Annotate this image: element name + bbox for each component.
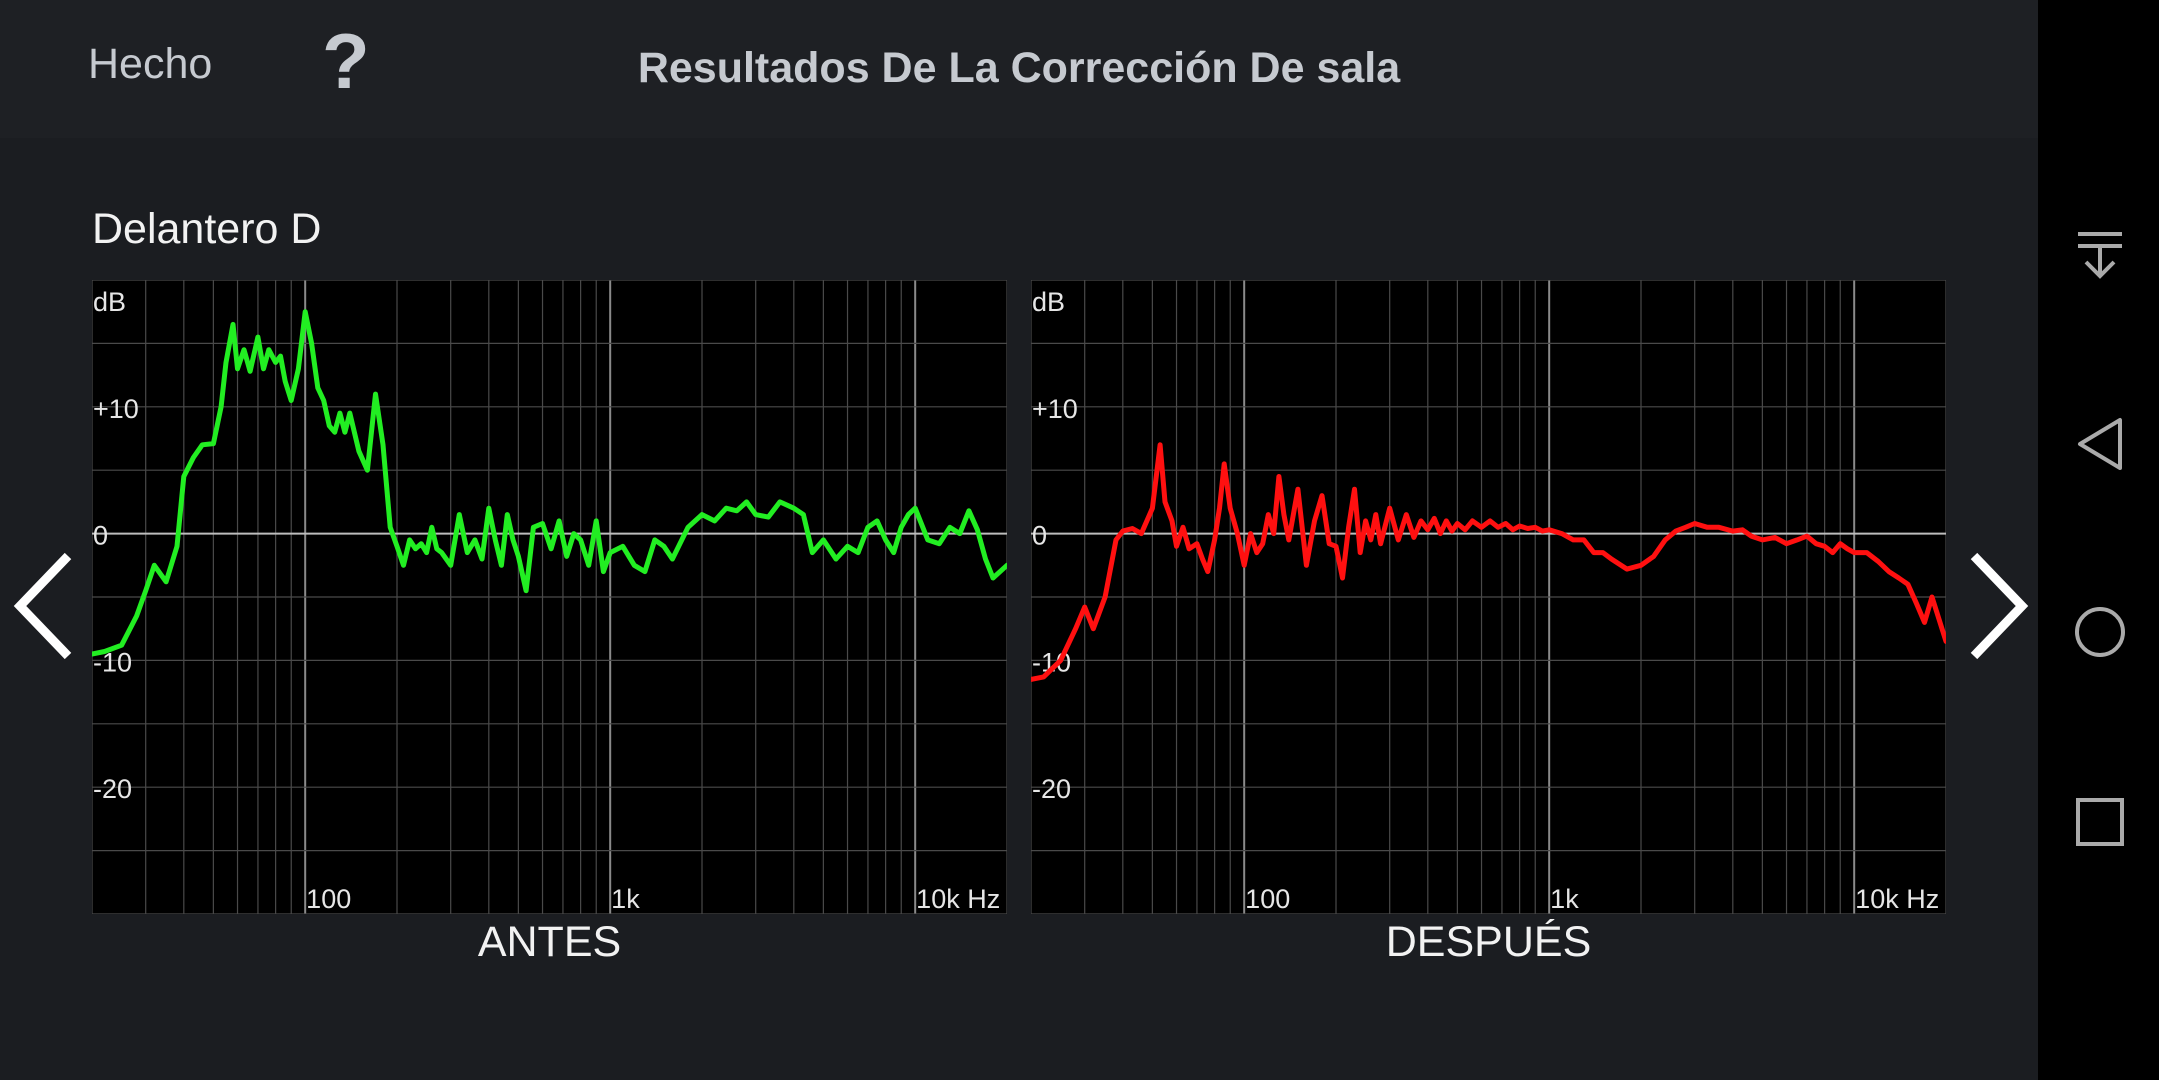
before-x-tick-label: 10k Hz xyxy=(916,884,1000,914)
before-graph-label: ANTES xyxy=(477,918,622,966)
after-y-tick-label: +10 xyxy=(1032,394,1078,424)
after-y-unit-label: dB xyxy=(1032,287,1065,317)
top-bar: Hecho ? Resultados De La Corrección De s… xyxy=(0,0,2038,138)
after-graph: +10 0 -10 -20 dB 100 1k 10k Hz xyxy=(1031,280,1946,914)
before-y-unit-label: dB xyxy=(93,287,126,317)
page-title: Resultados De La Corrección De sala xyxy=(637,44,1401,92)
next-speaker-arrow-icon[interactable] xyxy=(1956,546,2036,666)
done-button[interactable]: Hecho xyxy=(88,40,213,88)
after-x-tick-label: 10k Hz xyxy=(1855,884,1939,914)
after-x-tick-label: 100 xyxy=(1245,884,1290,914)
after-graph-label: DESPUÉS xyxy=(1385,918,1592,966)
after-y-tick-label: 0 xyxy=(1032,521,1047,551)
system-navigation-bar xyxy=(2038,0,2159,1080)
speaker-name: Delantero D xyxy=(92,205,322,253)
after-x-tick-label: 1k xyxy=(1550,884,1579,914)
after-y-tick-label: -20 xyxy=(1032,774,1071,804)
before-x-tick-label: 1k xyxy=(611,884,640,914)
before-y-tick-label: 0 xyxy=(93,521,108,551)
help-button[interactable]: ? xyxy=(322,17,370,105)
before-graph: +10 0 -10 -20 dB 100 1k 10k Hz xyxy=(92,280,1007,914)
before-y-tick-label: -20 xyxy=(93,774,132,804)
back-triangle-icon[interactable] xyxy=(2072,416,2128,472)
before-response-curve xyxy=(92,309,1007,657)
previous-speaker-arrow-icon[interactable] xyxy=(6,546,86,666)
home-circle-icon[interactable] xyxy=(2072,604,2128,660)
before-x-tick-label: 100 xyxy=(306,884,351,914)
after-response-curve xyxy=(1031,442,1946,682)
notification-pull-icon[interactable] xyxy=(2072,226,2128,282)
before-y-tick-label: +10 xyxy=(93,394,139,424)
recents-square-icon[interactable] xyxy=(2072,794,2128,850)
